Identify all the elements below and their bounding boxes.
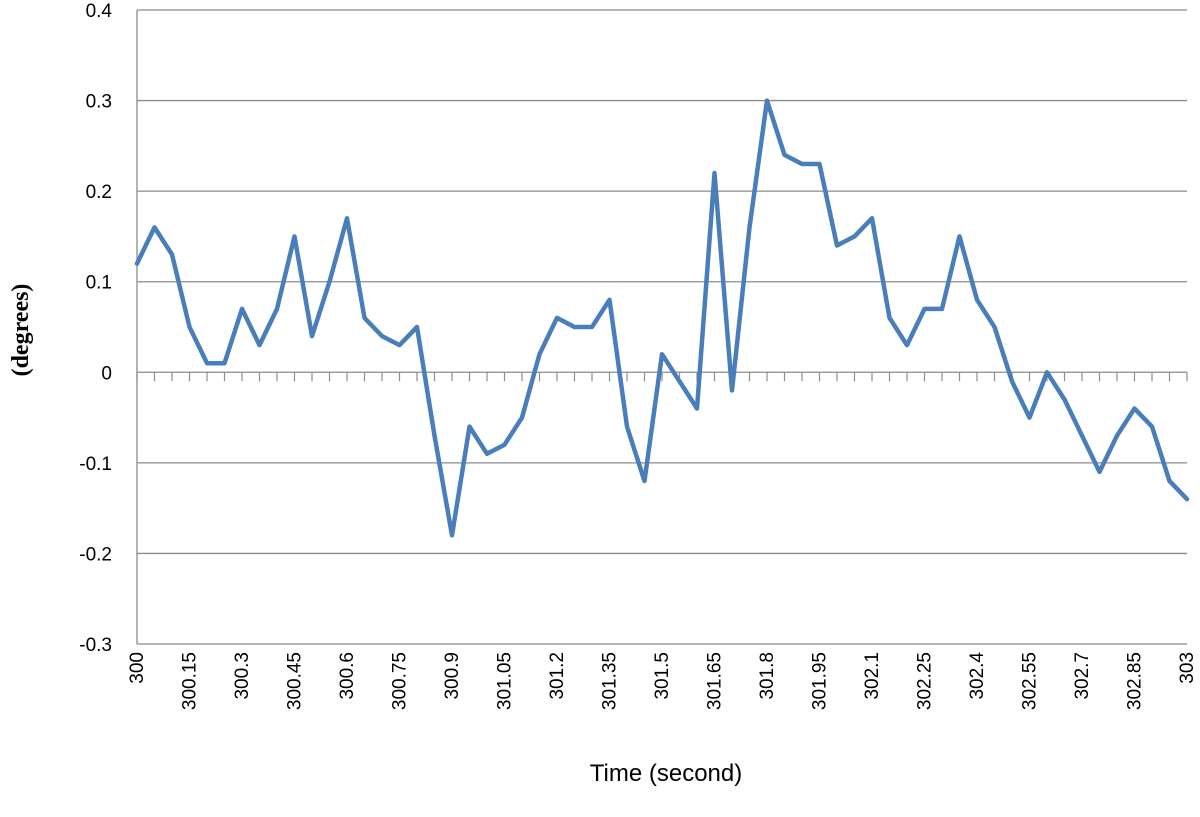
data-point (1098, 470, 1102, 474)
data-point (1063, 397, 1067, 401)
x-tick-label: 301.8 (757, 652, 778, 700)
data-point (625, 425, 629, 429)
data-point (415, 325, 419, 329)
x-tick-label: 301.5 (652, 652, 673, 700)
x-tick-label: 301.35 (600, 652, 621, 710)
data-point (205, 361, 209, 365)
data-point (275, 307, 279, 311)
data-point (345, 216, 349, 220)
y-axis-title: (degrees) (8, 284, 34, 377)
x-tick-label: 302.25 (915, 652, 936, 710)
data-point (905, 343, 909, 347)
data-point (240, 307, 244, 311)
data-point (923, 307, 927, 311)
data-point (818, 162, 822, 166)
series-layer (134, 98, 1190, 538)
axes (136, 10, 1188, 644)
data-point (328, 280, 332, 284)
data-point (503, 443, 507, 447)
data-point (573, 325, 577, 329)
y-tick-label: 0.1 (86, 273, 112, 294)
x-tick-labels: 300 300.15 300.3 300.45 300.6 300.75 300.9 301.… (127, 652, 1198, 711)
data-point (765, 99, 769, 103)
data-point (1028, 416, 1032, 420)
data-point (520, 416, 524, 420)
data-point (468, 425, 472, 429)
x-tick-label: 300.3 (232, 652, 253, 700)
data-point (748, 225, 752, 229)
x-tick-label: 300.75 (390, 652, 411, 710)
data-point (940, 307, 944, 311)
data-point (800, 162, 804, 166)
y-tick-label: 0.2 (86, 182, 112, 203)
data-point (1133, 407, 1137, 411)
data-point (1010, 379, 1014, 383)
y-tick-label: 0.3 (86, 92, 112, 113)
data-point (258, 343, 262, 347)
y-tick-label: 0 (101, 363, 112, 384)
data-point (958, 234, 962, 238)
data-point (870, 216, 874, 220)
x-tick-label: 302.4 (967, 652, 988, 700)
x-tick-label: 301.95 (810, 652, 831, 710)
x-axis-title: Time (second) (590, 760, 742, 787)
data-point (380, 334, 384, 338)
data-point (1168, 479, 1172, 483)
data-point (695, 407, 699, 411)
data-point (398, 343, 402, 347)
data-point (538, 352, 542, 356)
data-point (608, 298, 612, 302)
x-tick-label: 300 (127, 652, 148, 684)
y-tick-label: -0.2 (79, 544, 112, 565)
data-point (450, 533, 454, 537)
x-tick-label: 302.55 (1020, 652, 1041, 710)
data-point (188, 325, 192, 329)
data-point (783, 153, 787, 157)
x-tick-label: 303 (1177, 652, 1198, 684)
data-point (310, 334, 314, 338)
data-point (555, 316, 559, 320)
y-tick-label: -0.3 (79, 635, 112, 656)
data-point (888, 316, 892, 320)
data-point (993, 325, 997, 329)
data-point (678, 379, 682, 383)
data-point (293, 234, 297, 238)
data-point (153, 225, 157, 229)
data-point (853, 234, 857, 238)
gridlines (137, 9, 1187, 645)
x-tick-label: 301.2 (547, 652, 568, 700)
data-point (643, 479, 647, 483)
data-point (1150, 425, 1154, 429)
series-line-0 (134, 98, 1190, 538)
data-point (1185, 497, 1189, 501)
data-point (223, 361, 227, 365)
y-tick-label: -0.1 (79, 454, 112, 475)
data-point (1045, 370, 1049, 374)
data-point (590, 325, 594, 329)
x-tick-label: 300.15 (180, 652, 201, 710)
x-tick-label: 301.65 (705, 652, 726, 710)
x-tick-label: 300.9 (442, 652, 463, 700)
x-tick-label: 302.7 (1072, 652, 1093, 700)
data-point (170, 253, 174, 257)
data-point (135, 262, 139, 266)
data-point (835, 243, 839, 247)
y-tick-label: 0.4 (86, 1, 113, 22)
y-tick-labels: -0.3 -0.2 -0.1 0 0.1 0.2 0.3 0.4 (79, 1, 112, 656)
data-point (730, 388, 734, 392)
data-point (713, 171, 717, 175)
data-point (1080, 434, 1084, 438)
x-tick-label: 302.85 (1125, 652, 1146, 710)
data-point (485, 452, 489, 456)
data-point (1115, 434, 1119, 438)
x-tick-label: 300.45 (285, 652, 306, 710)
x-tick-label: 301.05 (495, 652, 516, 710)
data-point (433, 434, 437, 438)
data-point (660, 352, 664, 356)
data-point (363, 316, 367, 320)
data-point (975, 298, 979, 302)
x-tick-label: 300.6 (337, 652, 358, 700)
x-tick-label: 302.1 (862, 652, 883, 700)
